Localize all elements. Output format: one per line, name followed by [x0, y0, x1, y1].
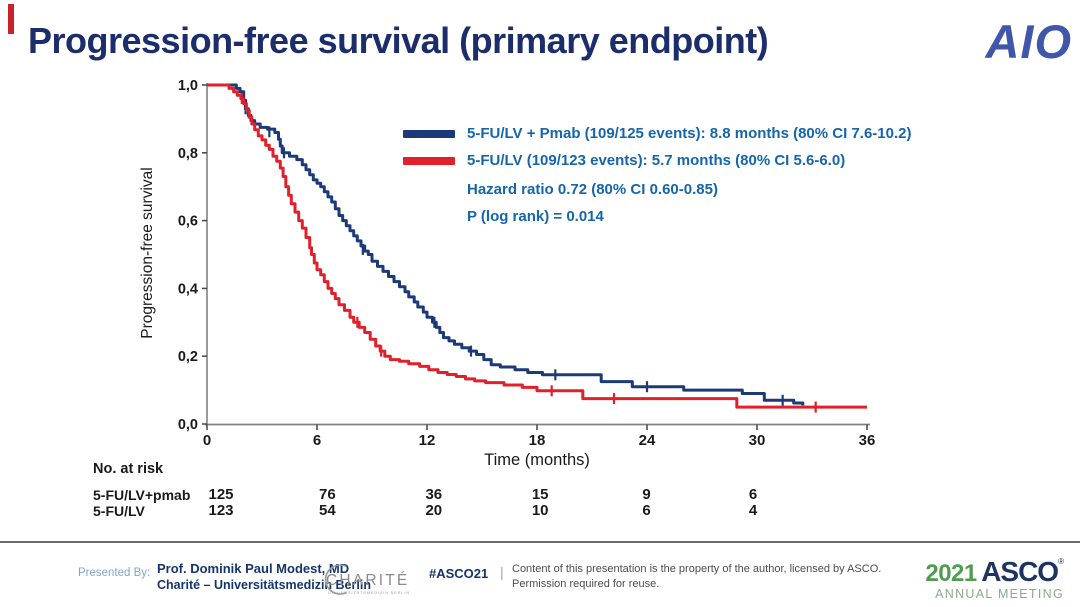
chart-legend: 5-FU/LV + Pmab (109/125 events): 8.8 mon… — [403, 120, 911, 174]
y-tick-label: 1,0 — [178, 78, 198, 94]
aio-logo: AIO — [985, 15, 1072, 68]
y-tick-label: 0,0 — [178, 417, 198, 433]
km-curve-pmab — [207, 83, 805, 406]
x-tick-label: 12 — [419, 432, 436, 449]
x-tick-label: 0 — [203, 432, 211, 449]
km-chart-svg: 0 6 12 18 24 30 36 1,0 0,8 0,6 0,4 0,2 0,0 Time (mont… — [178, 78, 876, 469]
charite-logo: CHARITÉ UNIVERSITÄTSMEDIZIN BERLIN — [324, 564, 410, 595]
legend-row-pmab: 5-FU/LV + Pmab (109/125 events): 8.8 mon… — [403, 120, 911, 147]
y-tick-label: 0,6 — [178, 214, 198, 230]
disclaimer-line1: Content of this presentation is the prop… — [512, 563, 882, 575]
stat-annotations: Hazard ratio 0.72 (80% CI 0.60-0.85) P (… — [467, 176, 718, 230]
legend-label-pmab: 5-FU/LV + Pmab (109/125 events): 8.8 mon… — [467, 125, 912, 142]
risk-count: 6 — [748, 486, 758, 503]
risk-count: 123 — [208, 502, 234, 519]
risk-count: 125 — [208, 486, 234, 503]
asco-logo-top-line: 2021 ASCO® — [925, 558, 1064, 586]
legend-label-control: 5-FU/LV (109/123 events): 5.7 months (80… — [467, 152, 846, 169]
risk-row-label-control: 5-FU/LV — [93, 503, 145, 519]
asco-annual-meeting-text: ANNUAL MEETING — [935, 587, 1064, 601]
km-curve-control — [207, 83, 867, 409]
p-value-text: P (log rank) = 0.014 — [467, 208, 604, 225]
x-tick-label: 24 — [639, 432, 656, 449]
x-tick-label: 30 — [749, 432, 766, 449]
asco-meeting-logo: 2021 ASCO® ANNUAL MEETING — [925, 558, 1064, 601]
x-tick-label: 36 — [859, 432, 876, 449]
risk-count: 4 — [748, 502, 758, 519]
asco-name: ASCO — [981, 556, 1059, 587]
y-tick-label: 0,8 — [178, 146, 198, 162]
y-tick-label: 0,2 — [178, 349, 198, 365]
disclaimer: Content of this presentation is the prop… — [512, 562, 881, 592]
risk-table-title: No. at risk — [93, 461, 164, 477]
y-tick-label: 0,4 — [178, 281, 198, 297]
presenter-name: Prof. Dominik Paul Modest, MD — [157, 561, 350, 576]
disclaimer-line2: Permission required for reuse. — [512, 578, 660, 590]
footer-pipe: | — [500, 564, 504, 580]
pmab-line-swatch — [403, 129, 455, 138]
page-title: Progression-free survival (primary endpo… — [28, 20, 769, 61]
accent-mark — [8, 4, 14, 34]
x-axis-title: Time (months) — [484, 451, 590, 469]
x-tick-label: 6 — [313, 432, 321, 449]
risk-count: 15 — [531, 486, 549, 503]
presenter-affiliation: Charité – Universitätsmedizin Berlin — [157, 578, 371, 592]
charite-logo-arc — [324, 564, 347, 595]
risk-count: 20 — [425, 502, 443, 519]
control-line-swatch — [403, 156, 455, 165]
risk-count: 10 — [531, 502, 549, 519]
risk-count: 6 — [642, 502, 651, 519]
y-axis-title: Progression-free survival — [139, 167, 156, 339]
risk-count: 54 — [319, 502, 336, 519]
hashtag-asco21: #ASCO21 — [429, 566, 489, 581]
presented-by-label: Presented By: — [78, 567, 151, 579]
risk-count: 76 — [319, 486, 336, 503]
hazard-ratio-text: Hazard ratio 0.72 (80% CI 0.60-0.85) — [467, 181, 718, 198]
risk-count: 9 — [642, 486, 651, 503]
risk-count: 36 — [425, 486, 443, 503]
footer-divider — [0, 541, 1080, 543]
asco-registered-mark: ® — [1058, 557, 1064, 566]
legend-row-control: 5-FU/LV (109/123 events): 5.7 months (80… — [403, 147, 911, 174]
asco-year: 2021 — [925, 560, 977, 587]
x-tick-label: 18 — [529, 432, 546, 449]
charite-logo-subtext: UNIVERSITÄTSMEDIZIN BERLIN — [328, 590, 410, 595]
risk-row-label-pmab: 5-FU/LV+pmab — [93, 487, 191, 503]
charite-logo-text: CHARITÉ — [326, 572, 409, 589]
